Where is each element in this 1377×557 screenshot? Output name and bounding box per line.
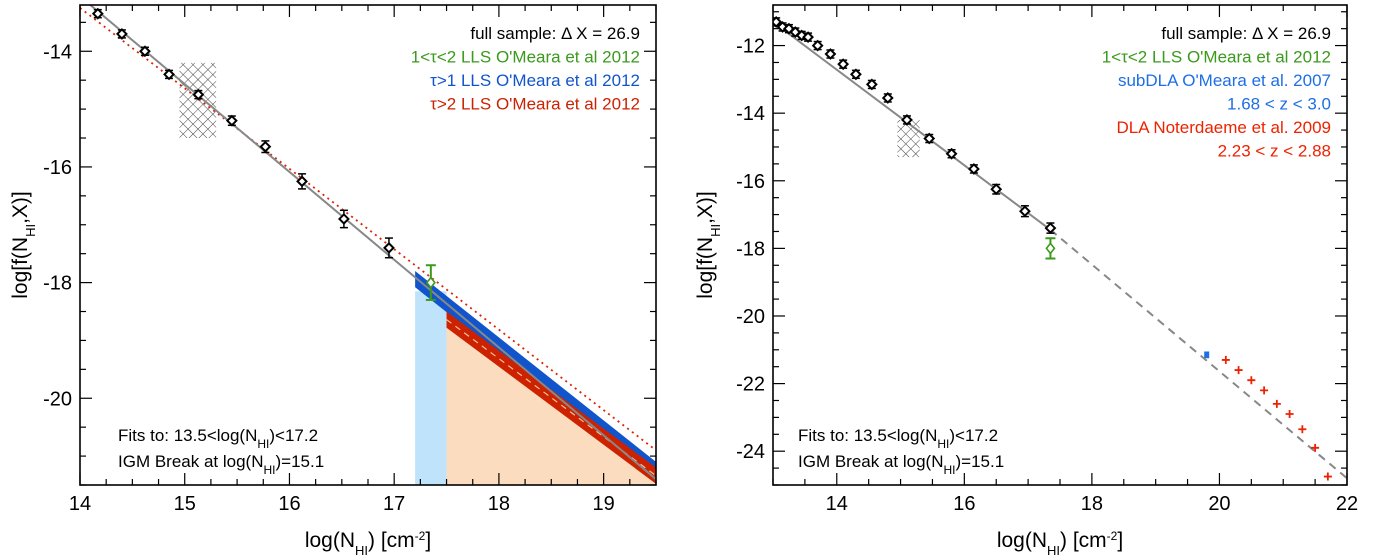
- right-x-axis-label: log(NHI) [cm-2]: [997, 529, 1123, 557]
- right-red-point: [1323, 472, 1332, 481]
- left-data-point: [115, 28, 128, 40]
- right-x-tick-label: 16: [953, 493, 975, 515]
- right-legend-entry: 1<τ<2 LLS O'Meara et al 2012: [1102, 48, 1331, 67]
- right-legend-entry: 2.23 < z < 2.88: [1218, 142, 1331, 161]
- right-data-point: [865, 78, 878, 91]
- right-y-tick-label: -18: [736, 238, 765, 260]
- right-red-point: [1311, 443, 1320, 452]
- left-data-point: [225, 114, 238, 127]
- left-y-tick-label: -14: [43, 41, 72, 63]
- left-notes: Fits to: 13.5<log(NHI)<17.2 IGM Break at…: [118, 426, 324, 477]
- right-data-point: [802, 31, 814, 44]
- right-data-point: [1044, 222, 1057, 235]
- right-red-point: [1221, 355, 1230, 364]
- right-y-axis-label: log[f(NHI,X)]: [694, 191, 723, 299]
- right-data-point: [901, 114, 913, 126]
- left-legend-entry: τ>1 LLS O'Meara et al 2012: [430, 71, 640, 90]
- right-red-point: [1260, 386, 1269, 395]
- right-frame: [772, 4, 1348, 486]
- left-y-tick-label: -18: [43, 273, 72, 295]
- right-x-tick-label: 20: [1208, 493, 1230, 515]
- left-data-point: [383, 241, 395, 254]
- right-data-point: [967, 163, 980, 175]
- right-y-tick-label: -12: [736, 36, 765, 58]
- left-axes: 14 15 16 17 18 19 -14 -16 -18 -20: [43, 5, 657, 515]
- left-legend-entry: full sample: Δ X = 26.9: [470, 24, 640, 43]
- right-red-point: [1234, 366, 1243, 375]
- left-data-point: [337, 213, 350, 225]
- right-hatched-region: [897, 119, 920, 158]
- left-x-tick-label: 18: [488, 493, 510, 515]
- right-x-tick-label: 22: [1336, 493, 1358, 515]
- left-peach-region: [446, 327, 656, 485]
- left-legend-entry: 1<τ<2 LLS O'Meara et al 2012: [411, 48, 640, 67]
- left-x-tick-label: 17: [383, 493, 405, 515]
- right-dashed-line: [1049, 229, 1347, 480]
- right-data-point: [923, 132, 936, 145]
- right-y-tick-label: -16: [736, 171, 765, 193]
- right-y-tick-label: -20: [736, 306, 765, 328]
- right-red-point: [1298, 425, 1307, 434]
- right-axes: 14 16 18 20 22 -12 -14 -16 -18 -20 -22 -24: [736, 5, 1358, 515]
- right-data-point: [849, 68, 862, 81]
- left-x-tick-label: 16: [278, 493, 300, 515]
- left-frame: [79, 4, 657, 486]
- left-data-point: [139, 45, 151, 58]
- right-data-point: [824, 48, 837, 60]
- right-data-point: [1019, 205, 1031, 218]
- right-y-tick-label: -22: [736, 374, 765, 396]
- left-red-band: [446, 311, 656, 484]
- right-data-point: [837, 58, 850, 71]
- left-panel: 14 15 16 17 18 19 -14 -16 -18 -20 full sample: Δ …: [9, 4, 657, 557]
- right-data-point: [945, 147, 958, 160]
- right-red-point: [1285, 410, 1294, 419]
- right-note-1: Fits to: 13.5<log(NHI)<17.2: [798, 426, 998, 451]
- right-red-point: [1272, 399, 1281, 408]
- left-y-tick-label: -16: [43, 157, 72, 179]
- right-legend-entry: subDLA O'Meara et al. 2007: [1118, 71, 1331, 90]
- left-x-tick-label: 15: [174, 493, 196, 515]
- right-fit-line: [773, 21, 1052, 231]
- right-plot-content: [773, 15, 1347, 481]
- left-light-blue-region: [415, 291, 447, 485]
- left-fit-line: [88, 5, 656, 480]
- right-legend-entry: DLA Noterdaeme et al. 2009: [1116, 118, 1331, 137]
- right-red-point: [1247, 376, 1256, 385]
- left-hatched-region: [179, 62, 217, 139]
- right-x-tick-label: 14: [826, 493, 848, 515]
- right-panel: 14 16 18 20 22 -12 -14 -16 -18 -20 -22 -24 full sam…: [694, 4, 1358, 557]
- right-data-point: [881, 92, 894, 104]
- left-data-point: [296, 175, 308, 188]
- left-y-tick-label: -20: [43, 388, 72, 410]
- left-dotted-line: [80, 7, 656, 452]
- right-legend-entry: 1.68 < z < 3.0: [1227, 95, 1331, 114]
- right-note-2: IGM Break at log(NHI)=15.1: [798, 452, 1004, 477]
- left-x-axis-label: log(NHI) [cm-2]: [305, 529, 431, 557]
- left-data-point: [91, 7, 104, 20]
- left-data-point: [192, 88, 205, 101]
- right-y-tick-label: -14: [736, 103, 765, 125]
- left-legend: full sample: Δ X = 26.9 1<τ<2 LLS O'Meara…: [411, 24, 640, 114]
- left-note-2: IGM Break at log(NHI)=15.1: [118, 452, 324, 477]
- right-data-point: [990, 183, 1003, 196]
- right-legend-entry: full sample: Δ X = 26.9: [1161, 24, 1331, 43]
- right-y-tick-label: -24: [736, 441, 765, 463]
- left-data-point: [259, 140, 272, 153]
- right-legend: full sample: Δ X = 26.9 1<τ<2 LLS O'Meara…: [1102, 24, 1331, 161]
- left-plot-content: [80, 5, 656, 485]
- left-green-point: [425, 276, 436, 289]
- right-notes: Fits to: 13.5<log(NHI)<17.2 IGM Break at…: [798, 426, 1004, 477]
- right-green-point: [1045, 242, 1056, 255]
- left-data-point: [163, 68, 175, 81]
- left-x-tick-label: 19: [593, 493, 615, 515]
- left-y-axis-label: log[f(NHI,X)]: [9, 191, 38, 299]
- right-data-point: [811, 39, 824, 52]
- left-x-tick-label: 14: [69, 493, 91, 515]
- left-note-1: Fits to: 13.5<log(NHI)<17.2: [118, 426, 318, 451]
- left-legend-entry: τ>2 LLS O'Meara et al 2012: [430, 95, 640, 114]
- right-blue-point: [1204, 351, 1210, 359]
- right-x-tick-label: 18: [1081, 493, 1103, 515]
